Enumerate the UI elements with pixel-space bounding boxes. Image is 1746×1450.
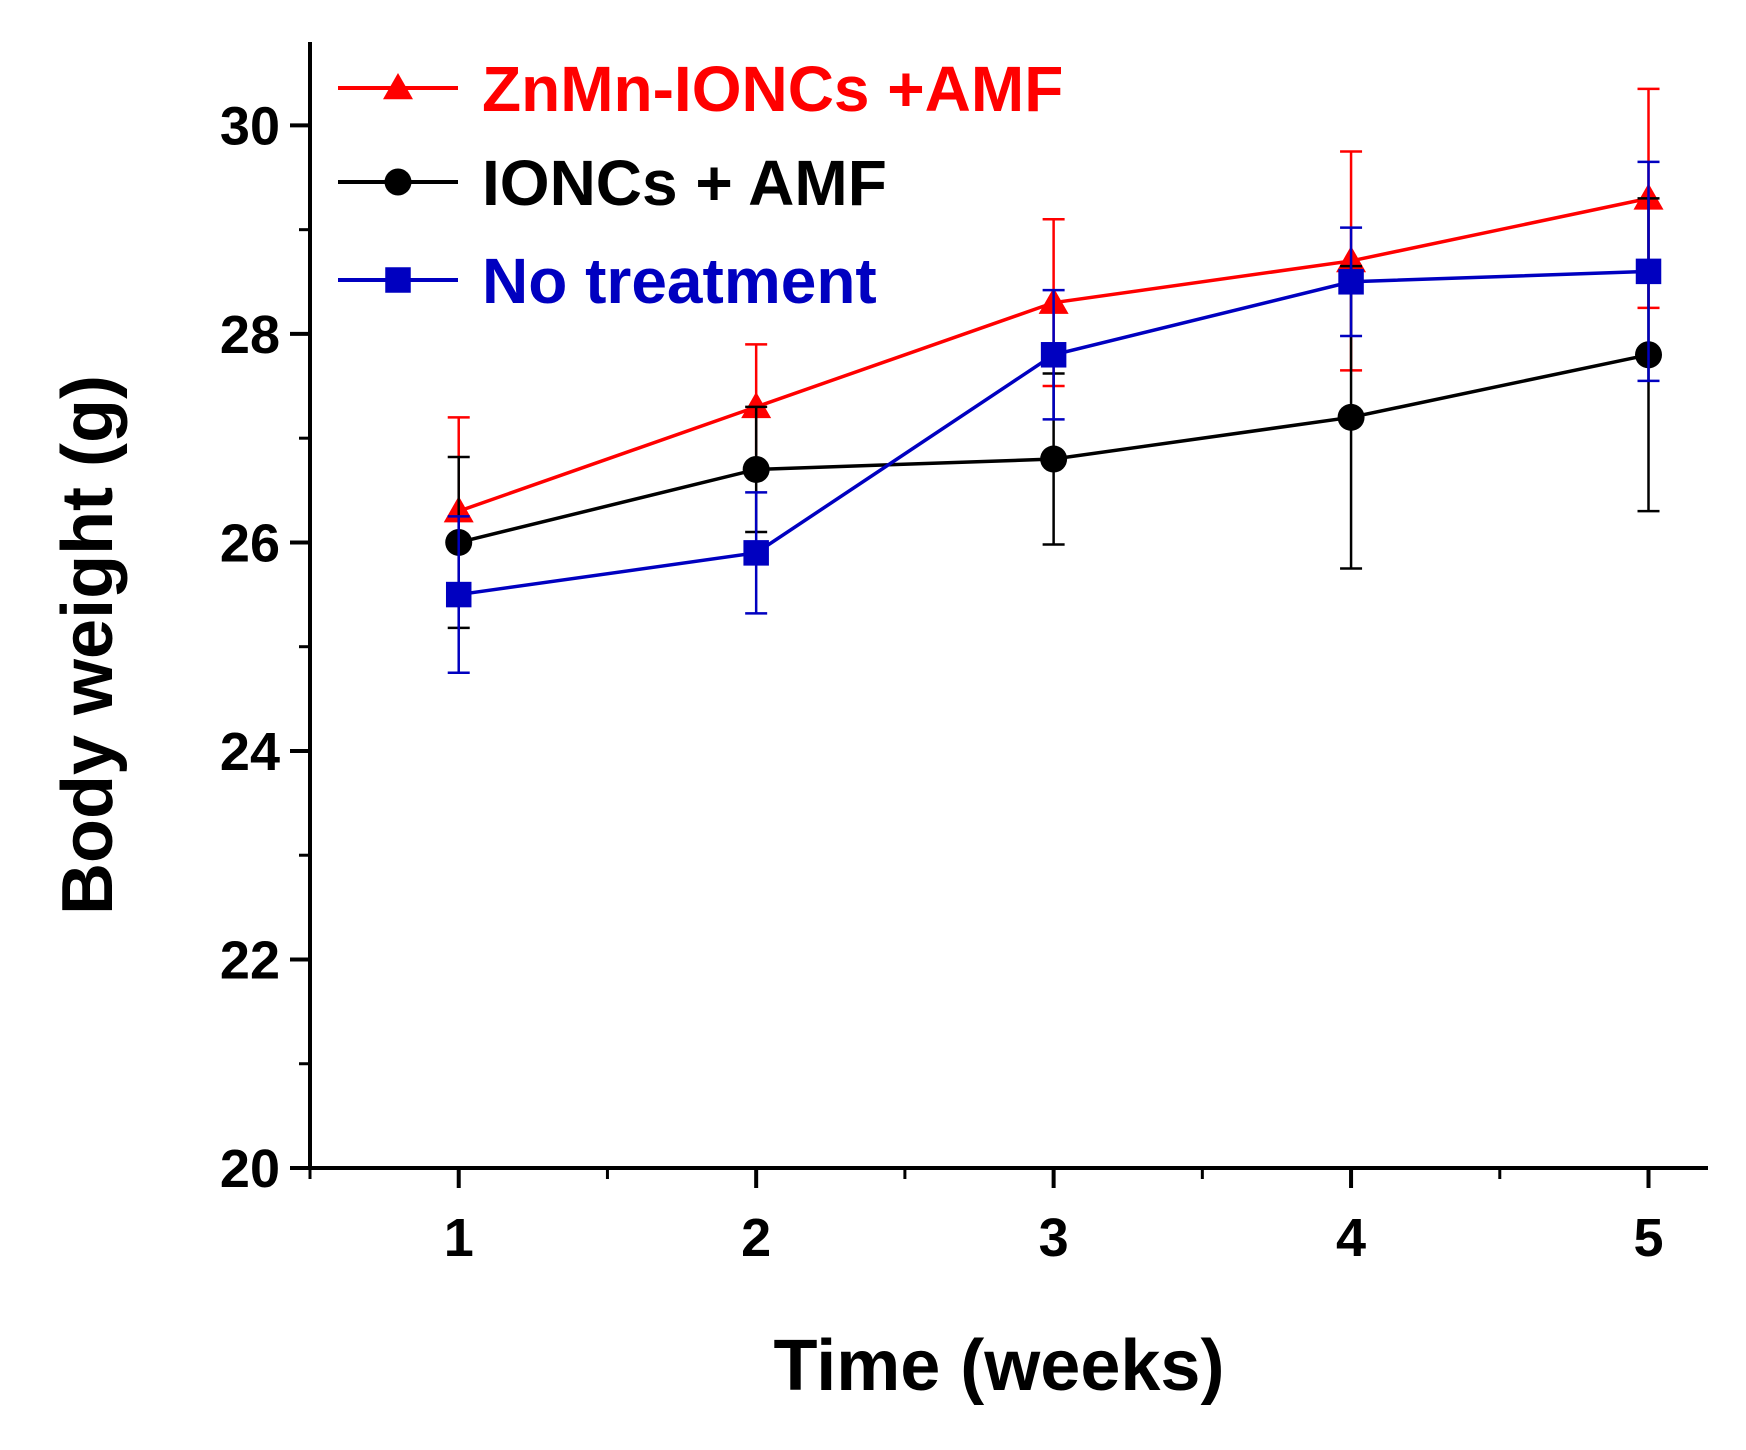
x-tick-label: 3 — [1039, 1208, 1069, 1268]
legend: ZnMn-IONCs +AMF IONCs + AMF No treatment — [338, 53, 1063, 317]
x-tick-label: 1 — [444, 1208, 474, 1268]
data-point — [1338, 269, 1364, 295]
y-tick-label: 24 — [220, 722, 280, 782]
axes: 20 22 24 26 28 30 1 2 3 4 5 — [220, 42, 1708, 1268]
data-point — [445, 581, 472, 608]
legend-marker — [384, 168, 412, 196]
y-axis-title: Body weight (g) — [48, 375, 128, 915]
x-tick-label: 5 — [1633, 1208, 1663, 1268]
y-tick-label: 26 — [220, 513, 280, 573]
data-point — [1040, 445, 1068, 473]
y-tick-label: 20 — [220, 1139, 280, 1199]
x-tick-label: 4 — [1336, 1208, 1366, 1268]
data-point — [741, 391, 772, 419]
legend-label: ZnMn-IONCs +AMF — [482, 53, 1063, 125]
legend-label: No treatment — [482, 245, 877, 317]
data-point — [1635, 258, 1662, 285]
y-tick-label: 30 — [220, 96, 280, 156]
legend-marker — [385, 267, 411, 293]
data-point — [742, 455, 770, 483]
x-tick-label: 2 — [741, 1208, 771, 1268]
legend-label: IONCs + AMF — [482, 147, 887, 219]
x-axis-title: Time (weeks) — [774, 1326, 1225, 1406]
data-point — [1337, 403, 1365, 431]
legend-item-2: IONCs + AMF — [338, 147, 887, 219]
legend-marker — [383, 73, 413, 100]
data-point — [1040, 342, 1067, 368]
legend-item-1: ZnMn-IONCs +AMF — [338, 53, 1063, 125]
y-tick-label: 28 — [220, 305, 280, 365]
y-tick-label: 22 — [220, 930, 280, 990]
data-point — [743, 540, 769, 566]
plot-area — [443, 87, 1664, 675]
legend-item-3: No treatment — [338, 245, 877, 317]
series-3 — [445, 160, 1662, 675]
